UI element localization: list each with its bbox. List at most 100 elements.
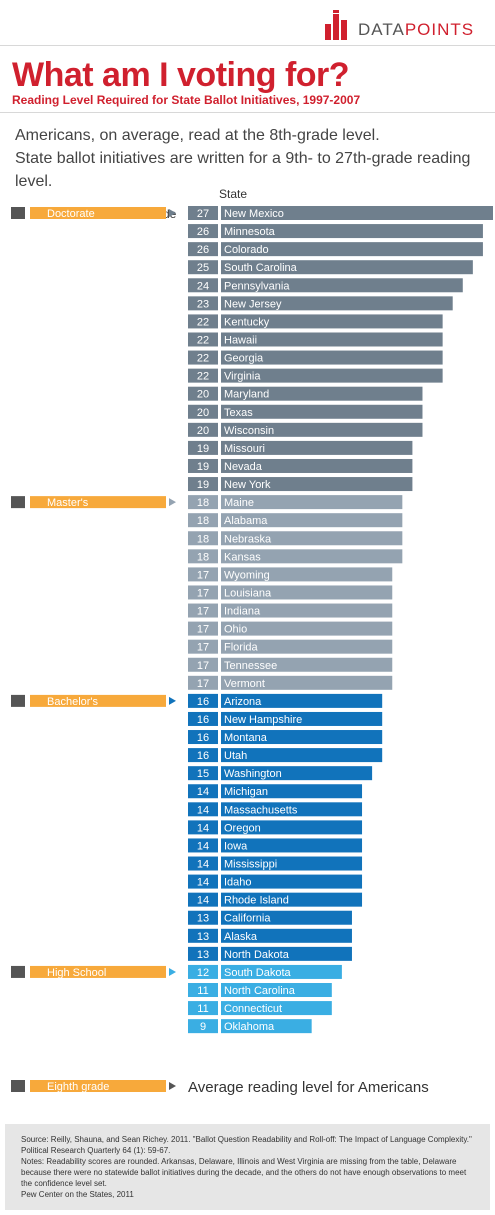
grade-box [188, 296, 218, 311]
grade-label: 13 [197, 931, 209, 943]
credit-text: Pew Center on the States, 2011 [21, 1190, 134, 1199]
grade-label: 14 [197, 859, 209, 871]
state-bar [221, 1019, 312, 1034]
grade-box [188, 983, 218, 998]
grade-label: 17 [197, 606, 209, 618]
grade-label: 18 [197, 551, 209, 563]
grade-box [188, 350, 218, 365]
state-bar [221, 730, 383, 745]
state-label: Minnesota [224, 226, 276, 238]
grade-label: 17 [197, 642, 209, 654]
state-label: Oklahoma [224, 1021, 275, 1033]
grade-box [188, 946, 218, 961]
grade-box [188, 440, 218, 455]
state-label: Missouri [224, 443, 265, 455]
datapoints-logo-text: DATAPOINTS [358, 20, 475, 39]
grade-label: 22 [197, 316, 209, 328]
grade-box [188, 621, 218, 636]
state-bar [221, 242, 483, 257]
state-label: Pennsylvania [224, 280, 290, 292]
state-label: Kentucky [224, 316, 270, 328]
grade-label: 17 [197, 660, 209, 672]
group-marker-arrow-icon [169, 209, 176, 217]
state-label: New Jersey [224, 298, 282, 310]
state-label: Montana [224, 732, 268, 744]
state-label: Wisconsin [224, 425, 274, 437]
state-bar [221, 693, 383, 708]
state-label: Georgia [224, 353, 264, 365]
state-bar [221, 549, 403, 564]
state-label: South Carolina [224, 262, 298, 274]
grade-box [188, 892, 218, 907]
grade-label: 18 [197, 533, 209, 545]
grade-label: 19 [197, 443, 209, 455]
grade-label: 17 [197, 624, 209, 636]
state-label: Kansas [224, 551, 261, 563]
state-label: Virginia [224, 371, 261, 383]
grade-label: 17 [197, 587, 209, 599]
state-label: Utah [224, 750, 247, 762]
reference-marker-square [11, 1080, 25, 1092]
grade-box [188, 874, 218, 889]
grade-label: 14 [197, 877, 209, 889]
grade-label: 22 [197, 353, 209, 365]
grade-box [188, 784, 218, 799]
grade-box [188, 332, 218, 347]
grade-label: 16 [197, 750, 209, 762]
grade-box [188, 766, 218, 781]
group-marker-band [30, 207, 166, 219]
grade-label: 9 [200, 1021, 206, 1033]
group-marker-square [11, 965, 25, 978]
grade-label: 14 [197, 804, 209, 816]
state-bar [221, 784, 363, 799]
grade-label: 13 [197, 913, 209, 925]
group-marker-label: High School [47, 967, 106, 979]
grade-box [188, 477, 218, 492]
state-bar [221, 513, 403, 528]
grade-box [188, 260, 218, 275]
state-label: Ohio [224, 624, 247, 636]
group-marker-arrow-icon [169, 696, 176, 705]
grade-label: 16 [197, 732, 209, 744]
reference-text: Average reading level for Americans [188, 1079, 429, 1096]
state-bar [221, 946, 352, 961]
grade-box [188, 242, 218, 257]
grade-label: 27 [197, 208, 209, 220]
state-bar [221, 224, 483, 239]
grade-label: 17 [197, 678, 209, 690]
state-bar [221, 440, 413, 455]
state-label: Nevada [224, 461, 263, 473]
state-label: California [224, 913, 271, 925]
state-label: Iowa [224, 840, 248, 852]
group-marker-arrow-icon [169, 967, 176, 976]
grade-label: 26 [197, 244, 209, 256]
header-divider [0, 45, 495, 46]
state-bar [221, 206, 493, 220]
intro-text: Americans, on average, read at the 8th-g… [15, 124, 485, 193]
grade-label: 24 [197, 280, 209, 292]
grade-label: 18 [197, 515, 209, 527]
state-bar [221, 477, 413, 492]
grade-box [188, 224, 218, 239]
state-label: South Dakota [224, 967, 292, 979]
state-label: New York [224, 479, 271, 491]
state-bar [221, 368, 443, 383]
grade-box [188, 693, 218, 708]
source-text: Source: Reilly, Shauna, and Sean Richey.… [21, 1135, 472, 1155]
state-label: Idaho [224, 877, 252, 889]
page-title: What am I voting for? [12, 56, 350, 94]
grade-label: 23 [197, 298, 209, 310]
state-bar [221, 657, 393, 672]
group-marker-label: Doctorate [47, 208, 95, 220]
state-label: Colorado [224, 244, 269, 256]
state-label: Oregon [224, 822, 261, 834]
grade-label: 22 [197, 334, 209, 346]
state-label: Vermont [224, 678, 265, 690]
state-bar [221, 350, 443, 365]
grade-box [188, 513, 218, 528]
state-label: Tennessee [224, 660, 277, 672]
grade-label: 20 [197, 407, 209, 419]
grade-label: 14 [197, 895, 209, 907]
grade-box [188, 1001, 218, 1016]
state-label: Rhode Island [224, 895, 289, 907]
